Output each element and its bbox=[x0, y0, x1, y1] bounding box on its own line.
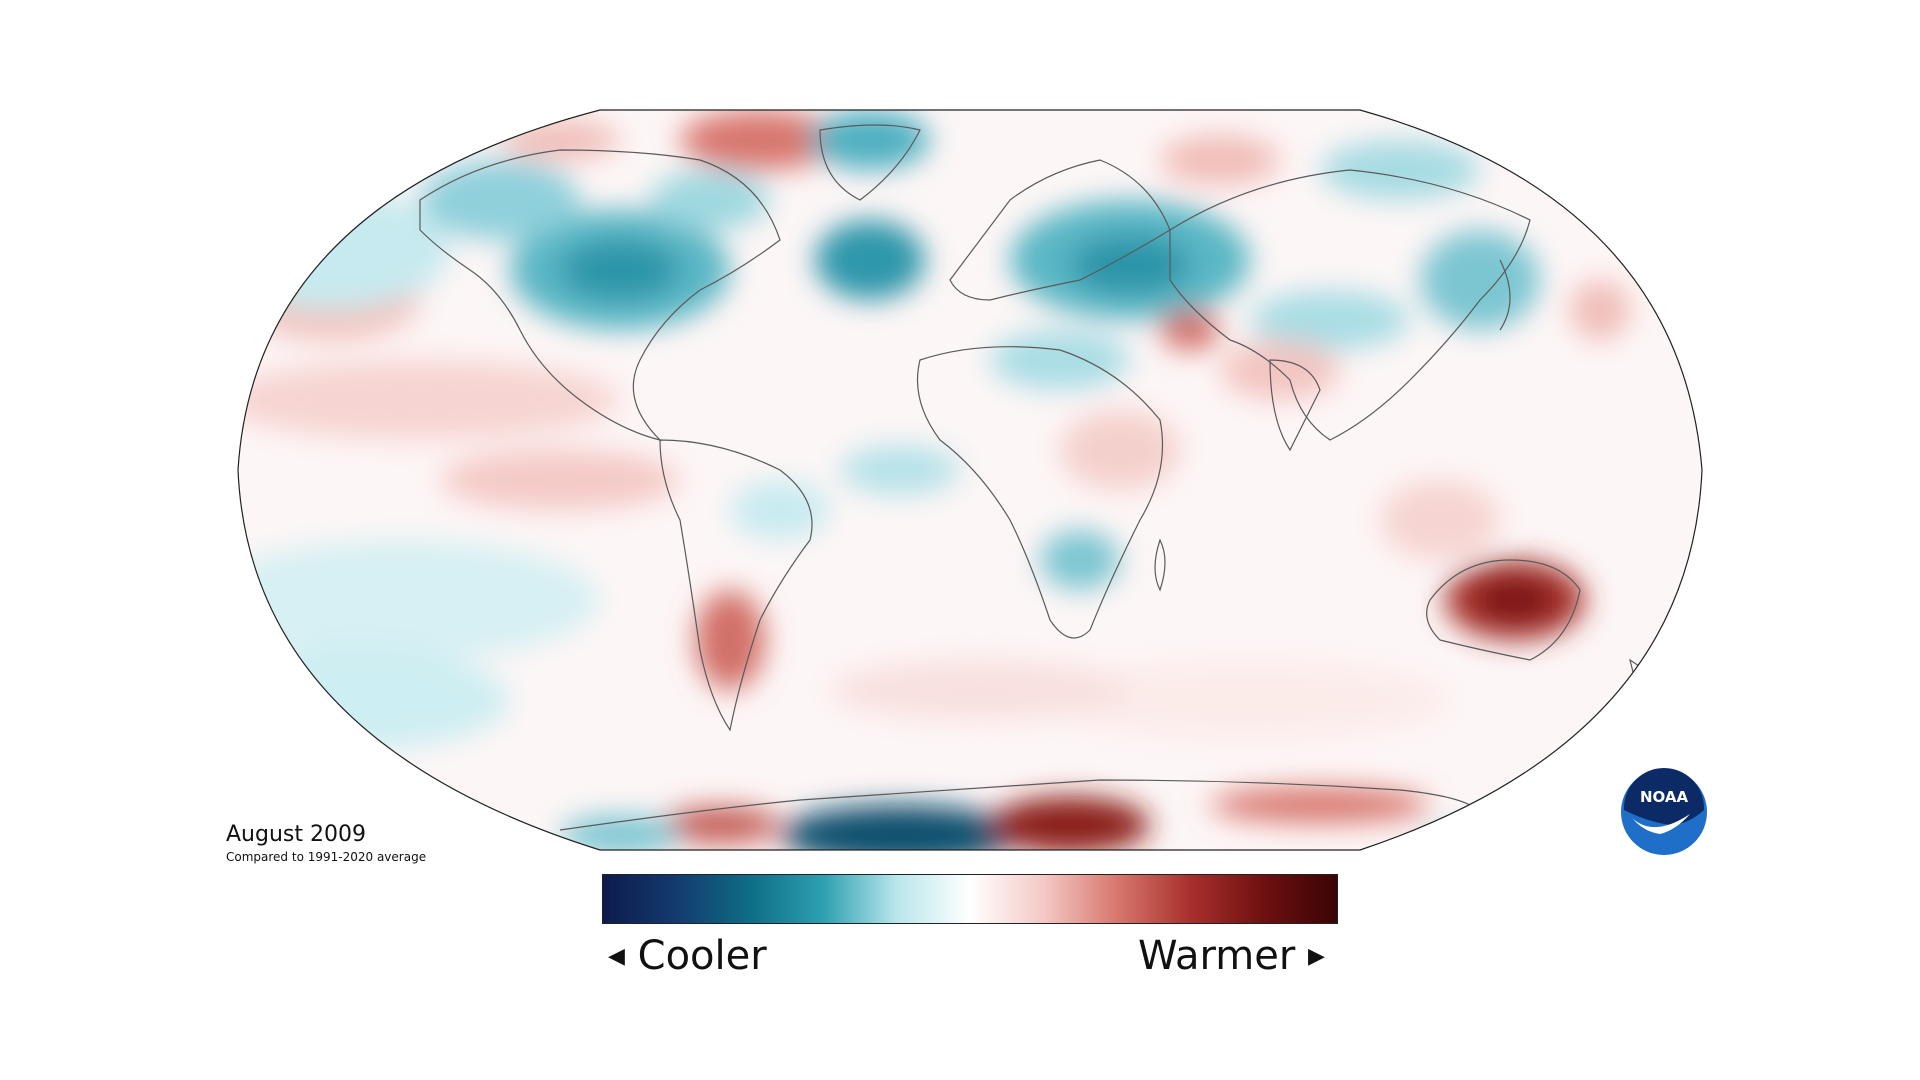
map-title: August 2009 bbox=[226, 822, 366, 847]
right-triangle-icon: ▶ bbox=[1307, 944, 1325, 969]
cooler-label-group: ◀ Cooler bbox=[608, 932, 767, 981]
noaa-logo: NOAA bbox=[1621, 768, 1707, 855]
left-triangle-icon: ◀ bbox=[608, 944, 625, 969]
warmer-label: Warmer bbox=[1138, 933, 1296, 979]
coastlines bbox=[419, 124, 1661, 831]
map-subtitle: Compared to 1991-2020 average bbox=[226, 850, 427, 864]
warmer-label-group: Warmer ▶ bbox=[1138, 932, 1325, 981]
globe-outline bbox=[237, 109, 1703, 851]
noaa-logo-text: NOAA bbox=[1640, 788, 1689, 806]
anomaly-field bbox=[238, 110, 1702, 850]
colorbar bbox=[602, 874, 1338, 924]
cooler-label: Cooler bbox=[637, 933, 767, 979]
